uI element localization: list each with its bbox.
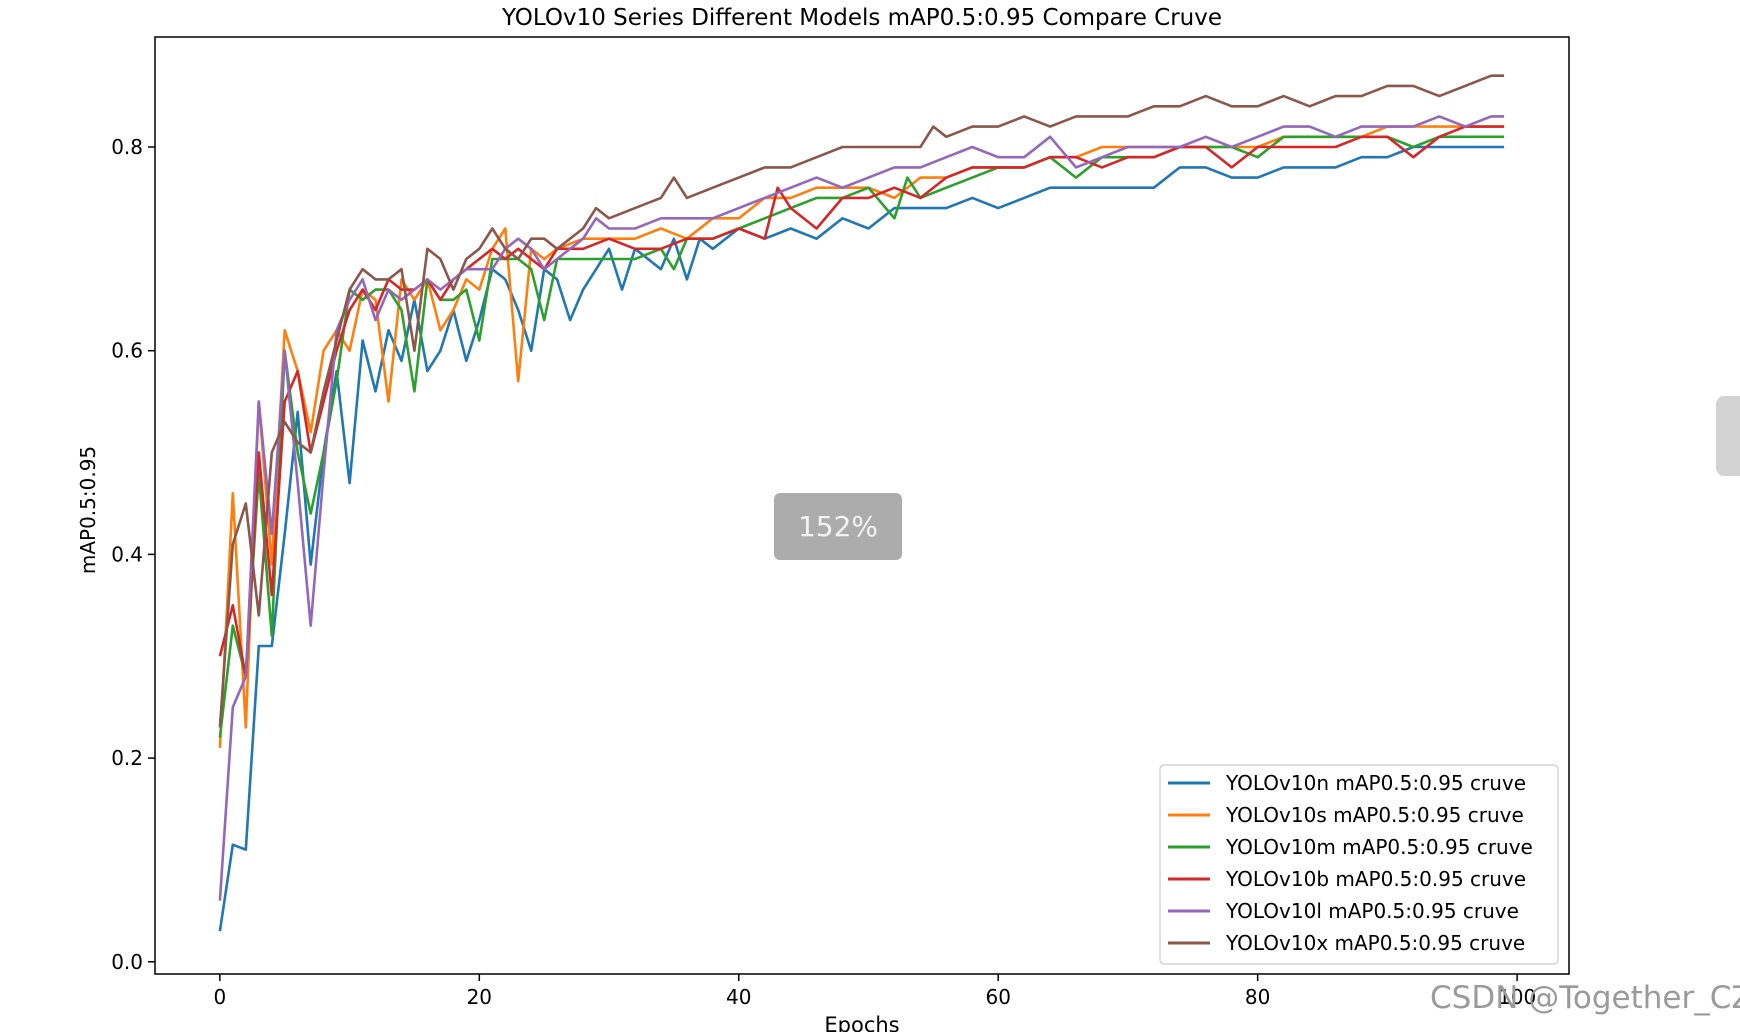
legend-label-2: YOLOv10m mAP0.5:0.95 cruve [1225,835,1533,859]
plot-frame [154,36,1570,975]
legend-label-3: YOLOv10b mAP0.5:0.95 cruve [1225,867,1526,891]
series-line-1 [218,125,1505,748]
watermark: CSDN @Together_CZ [1430,980,1740,1016]
y-tick-label: 0.6 [111,339,143,363]
y-tick-label: 0.4 [111,542,143,566]
x-tick-label: 100 [1498,985,1536,1009]
series-line-0 [218,145,1505,932]
series-line-3 [218,125,1505,678]
legend-label-1: YOLOv10s mAP0.5:0.95 cruve [1225,803,1524,827]
chart-title: YOLOv10 Series Different Models mAP0.5:0… [501,5,1222,31]
legend-label-4: YOLOv10l mAP0.5:0.95 cruve [1225,899,1519,923]
y-tick-label: 0.8 [111,135,143,159]
x-tick-label: 20 [467,985,492,1009]
y-tick-label: 0.0 [111,950,143,974]
legend: YOLOv10n mAP0.5:0.95 cruve YOLOv10s mAP0.… [1159,764,1559,965]
x-axis-label: Epochs [824,1013,899,1032]
x-axis: 0 20 40 60 80 100 [213,974,1536,1009]
y-tick-label: 0.2 [111,746,143,770]
legend-label-5: YOLOv10x mAP0.5:0.95 cruve [1225,931,1525,955]
side-panel-handle[interactable] [1716,396,1740,476]
y-axis-label: mAP0.5:0.95 [76,446,100,574]
legend-label-0: YOLOv10n mAP0.5:0.95 cruve [1225,771,1526,795]
series-lines [218,74,1505,932]
series-line-4 [218,115,1505,901]
zoom-indicator: 152% [774,493,902,560]
x-tick-label: 40 [726,985,751,1009]
x-tick-label: 60 [985,985,1010,1009]
series-line-5 [218,74,1505,728]
x-tick-label: 0 [213,985,226,1009]
legend-box [1159,764,1559,965]
x-tick-label: 80 [1245,985,1270,1009]
y-axis: 0.0 0.2 0.4 0.6 0.8 [111,135,155,974]
